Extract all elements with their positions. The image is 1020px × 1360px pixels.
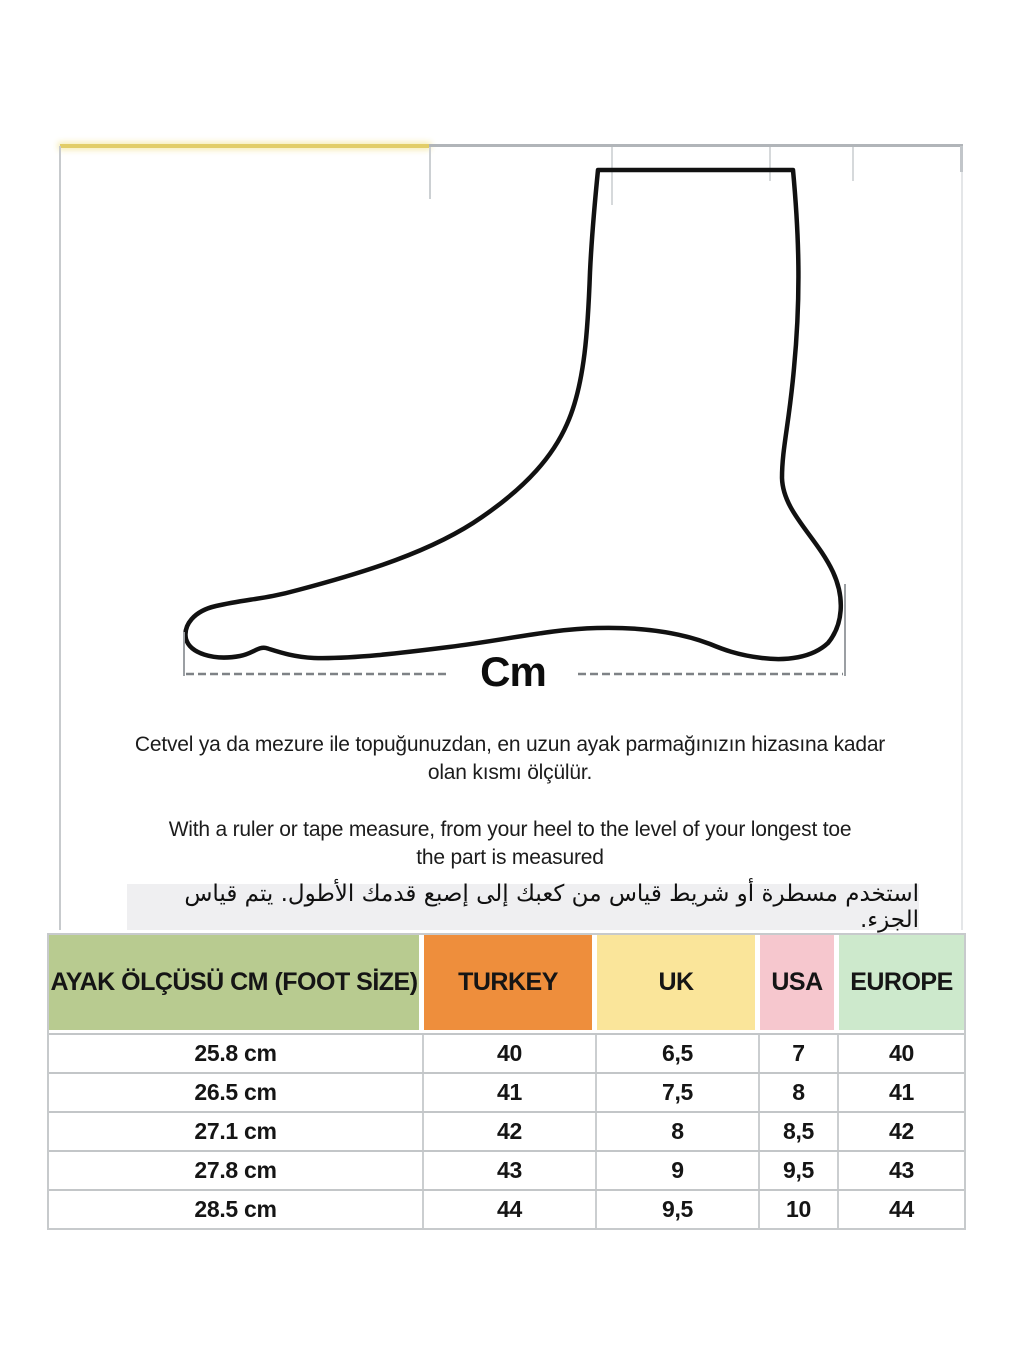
cell-europe: 42 [889, 1118, 914, 1144]
cell-foot-size: 27.8 cm [49, 1152, 424, 1189]
gridline-tick [769, 147, 771, 181]
cell-usa: 8,5 [760, 1113, 839, 1150]
cell-turkey: 44 [424, 1191, 597, 1228]
size-conversion-table: AYAK ÖLÇÜSÜ CM (FOOT SİZE) TURKEY UK USA… [47, 933, 966, 1230]
table-row: 27.8 cm 43 9 9,5 43 [49, 1150, 964, 1189]
instruction-turkish: Cetvel ya da mezure ile topuğunuzdan, en… [60, 731, 960, 787]
instruction-arabic: استخدم مسطرة أو شريط قياس من كعبك إلى إص… [127, 881, 919, 933]
cell-turkey: 41 [424, 1074, 597, 1111]
table-row: 25.8 cm 40 6,5 7 40 [49, 1033, 964, 1072]
gridline-tick [852, 147, 854, 181]
header-cell-europe: EUROPE [839, 935, 964, 1030]
cell-usa: 7 [760, 1035, 839, 1072]
cell-europe: 40 [889, 1040, 914, 1066]
cell-europe: 44 [889, 1196, 914, 1222]
instruction-turkish-line1: Cetvel ya da mezure ile topuğunuzdan, en… [134, 733, 886, 756]
cm-measure-label: Cm [480, 648, 547, 695]
right-frame-line [961, 146, 963, 930]
cell-usa: 9,5 [760, 1152, 839, 1189]
cell-turkey: 42 [424, 1113, 597, 1150]
table-row: 27.1 cm 42 8 8,5 42 [49, 1111, 964, 1150]
cell-foot-size: 26.5 cm [49, 1074, 424, 1111]
cell-uk: 6,5 [597, 1035, 760, 1072]
cell-uk: 7,5 [597, 1074, 760, 1111]
cell-foot-size: 25.8 cm [49, 1035, 424, 1072]
right-frame-line-cap [960, 146, 963, 172]
cell-turkey: 40 [424, 1035, 597, 1072]
instruction-english: With a ruler or tape measure, from your … [60, 816, 960, 872]
top-accent-line [60, 144, 429, 148]
table-header-row: AYAK ÖLÇÜSÜ CM (FOOT SİZE) TURKEY UK USA… [49, 935, 964, 1033]
instruction-english-line2: the part is measured [416, 846, 604, 869]
cell-uk: 8 [597, 1113, 760, 1150]
foot-outline [183, 167, 844, 662]
cell-europe: 43 [889, 1157, 914, 1183]
gridline-tick [611, 147, 613, 205]
header-cell-uk: UK [597, 935, 760, 1030]
table-row: 26.5 cm 41 7,5 8 41 [49, 1072, 964, 1111]
cell-foot-size: 28.5 cm [49, 1191, 424, 1228]
header-cell-usa: USA [760, 935, 839, 1030]
cell-turkey: 43 [424, 1152, 597, 1189]
top-rule-line [429, 144, 963, 147]
instruction-english-line1: With a ruler or tape measure, from your … [168, 818, 852, 841]
left-frame-line [59, 146, 61, 930]
cell-usa: 10 [760, 1191, 839, 1228]
cell-uk: 9 [597, 1152, 760, 1189]
gridline-tick [429, 147, 431, 199]
header-cell-foot-size: AYAK ÖLÇÜSÜ CM (FOOT SİZE) [49, 935, 424, 1030]
cell-europe: 41 [889, 1079, 914, 1105]
cell-foot-size: 27.1 cm [49, 1113, 424, 1150]
table-row: 28.5 cm 44 9,5 10 44 [49, 1189, 964, 1228]
cell-usa: 8 [760, 1074, 839, 1111]
cell-uk: 9,5 [597, 1191, 760, 1228]
header-cell-turkey: TURKEY [424, 935, 597, 1030]
instruction-turkish-line2: olan kısmı ölçülür. [427, 761, 593, 784]
